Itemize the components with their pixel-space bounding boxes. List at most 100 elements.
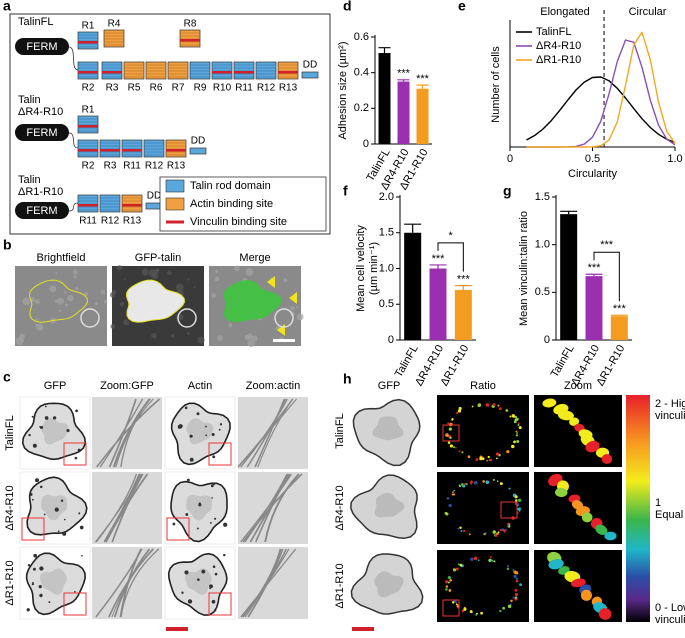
construct-name: TalinFL	[18, 16, 53, 28]
cell	[125, 279, 186, 323]
texture	[73, 275, 77, 279]
construct-name: ΔR4-R10	[18, 106, 63, 118]
neighbor-cell	[274, 308, 294, 328]
rod-label: R1	[82, 21, 95, 32]
adhesion	[493, 560, 496, 563]
texture	[65, 303, 69, 307]
row-label: ΔR4-R10	[334, 485, 346, 530]
panel-letter: h	[343, 371, 352, 387]
y-tick-label: 0.4	[354, 67, 369, 79]
annotation: Elongated	[540, 6, 590, 18]
cell-outline	[28, 279, 89, 323]
adhesion	[451, 418, 454, 421]
zoom-box	[21, 517, 45, 541]
error-bar	[404, 223, 422, 233]
panel-a-frame	[9, 13, 331, 235]
rod-domain	[167, 61, 189, 80]
adhesion	[209, 584, 213, 589]
adhesion	[449, 578, 452, 582]
rod-domain	[77, 31, 99, 50]
adhesion	[497, 404, 500, 407]
adhesion	[516, 432, 518, 434]
adhesion	[487, 455, 490, 459]
zoom-box	[442, 424, 460, 442]
adhesion	[452, 568, 457, 572]
adhesion	[489, 556, 492, 558]
row-label: ΔR1-R10	[4, 560, 16, 605]
adhesion	[461, 609, 465, 613]
x-axis-label: Circularity	[568, 168, 617, 180]
adhesion	[39, 593, 43, 598]
cell-center	[39, 568, 67, 595]
adhesion	[445, 588, 448, 591]
texture	[123, 319, 130, 326]
adhesion	[503, 529, 506, 532]
adhesion	[214, 517, 217, 520]
ratio-image	[437, 395, 529, 467]
colorbar-label: 1	[655, 497, 661, 509]
adhesion	[52, 416, 57, 420]
legend-swatch	[165, 197, 185, 211]
rod-label: R11	[123, 161, 141, 172]
rod-domain	[77, 61, 99, 80]
adhesion	[181, 591, 184, 594]
adhesion	[470, 557, 474, 561]
significance: ***	[397, 68, 411, 80]
fiber	[240, 548, 297, 618]
fiber	[247, 548, 282, 618]
y-tick-label: 0	[388, 334, 394, 346]
column-label: GFP	[44, 380, 67, 392]
vinculin-site	[78, 125, 98, 128]
adhesion	[54, 507, 59, 512]
legend-label: ΔR4-R10	[536, 40, 581, 52]
series-line	[526, 76, 676, 144]
adhesion-zoom	[604, 531, 617, 541]
adhesion	[198, 503, 202, 507]
adhesion	[515, 430, 518, 433]
adhesion	[515, 434, 518, 437]
adhesion	[508, 487, 511, 490]
adhesion	[447, 581, 450, 584]
rod-label: R8	[184, 19, 197, 30]
rod-domain	[77, 115, 99, 134]
adhesion	[486, 459, 488, 462]
adhesion	[456, 411, 459, 415]
adhesion	[39, 485, 43, 489]
rod-domain	[211, 61, 233, 80]
construct-name: Talin	[18, 174, 41, 186]
legend-label: Talin rod domain	[190, 180, 271, 192]
cell-center	[374, 492, 405, 518]
adhesion	[453, 489, 456, 492]
fiber	[108, 398, 137, 468]
texture	[167, 270, 172, 276]
rod-domain	[99, 139, 121, 158]
adhesion	[501, 528, 504, 531]
texture	[110, 324, 116, 329]
vinculin-site	[100, 149, 120, 152]
adhesion	[514, 596, 518, 599]
error-bar	[416, 84, 429, 89]
adhesion	[512, 596, 515, 599]
adhesion	[518, 426, 522, 430]
adhesion	[464, 483, 467, 486]
bracket-label: ***	[600, 239, 614, 251]
rod-domain	[143, 139, 165, 158]
texture	[100, 289, 106, 295]
rod-domain	[179, 29, 201, 48]
panel-letter: f	[343, 183, 348, 199]
column-label: Brightfield	[37, 252, 86, 264]
cell-center	[41, 418, 69, 445]
adhesion	[517, 498, 522, 503]
texture	[244, 334, 251, 341]
adhesion	[32, 443, 37, 448]
zoom-box	[63, 442, 87, 466]
adhesion	[502, 606, 505, 610]
adhesion	[78, 512, 81, 515]
adhesion	[515, 571, 519, 575]
bar	[585, 276, 603, 340]
adhesion	[506, 567, 510, 571]
panel-letter: c	[3, 369, 11, 385]
linker	[68, 132, 79, 149]
adhesion	[515, 417, 519, 421]
